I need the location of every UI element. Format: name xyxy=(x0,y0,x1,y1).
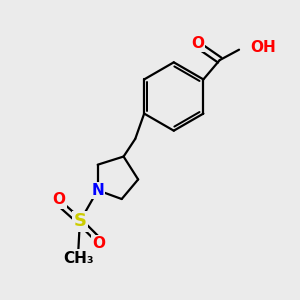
Text: O: O xyxy=(93,236,106,251)
Text: N: N xyxy=(91,183,104,198)
Text: O: O xyxy=(52,192,65,207)
Text: O: O xyxy=(191,36,204,51)
Text: CH₃: CH₃ xyxy=(63,250,94,266)
Text: S: S xyxy=(73,212,86,230)
Text: OH: OH xyxy=(250,40,276,55)
